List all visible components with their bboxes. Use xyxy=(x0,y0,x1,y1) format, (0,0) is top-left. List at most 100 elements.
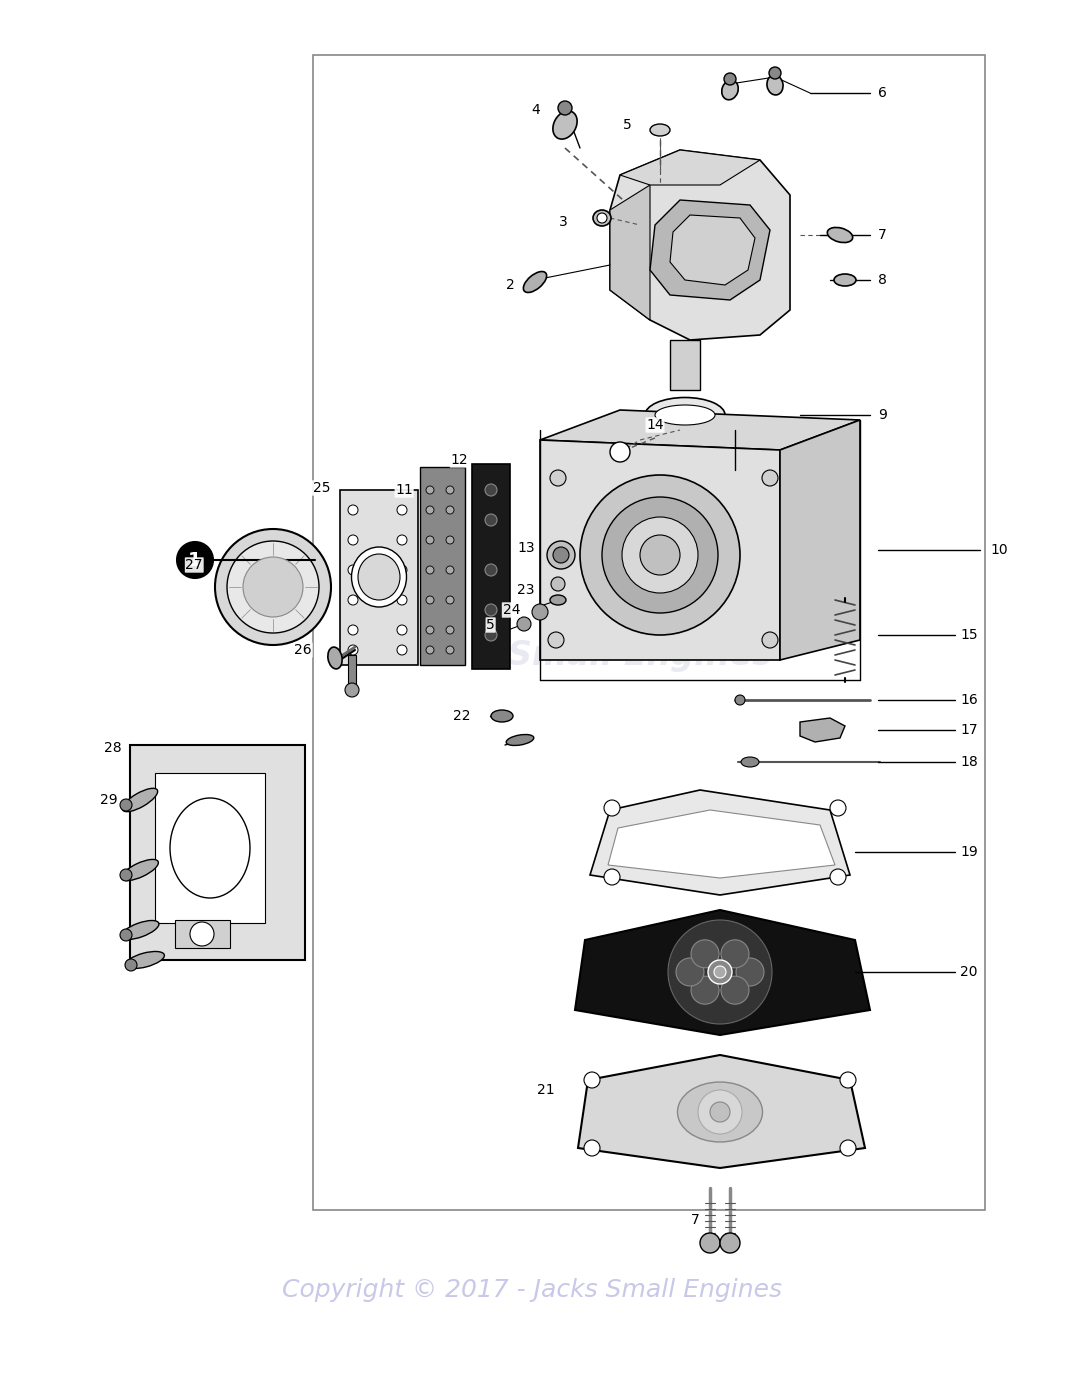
Ellipse shape xyxy=(645,398,725,433)
Circle shape xyxy=(426,536,435,545)
Text: 24: 24 xyxy=(503,603,520,617)
Text: 2: 2 xyxy=(506,279,515,293)
Text: Copyright © 2017 - Jacks Small Engines: Copyright © 2017 - Jacks Small Engines xyxy=(282,1278,782,1302)
Circle shape xyxy=(485,564,497,575)
Ellipse shape xyxy=(593,210,611,225)
Circle shape xyxy=(691,976,719,1004)
Circle shape xyxy=(840,1072,856,1088)
Circle shape xyxy=(720,1233,740,1253)
Ellipse shape xyxy=(655,405,715,426)
Text: W: W xyxy=(547,563,633,637)
Ellipse shape xyxy=(805,722,835,738)
Circle shape xyxy=(446,596,454,603)
Polygon shape xyxy=(650,200,770,300)
Circle shape xyxy=(721,939,749,967)
Circle shape xyxy=(668,920,772,1023)
Text: 4: 4 xyxy=(531,104,540,118)
Bar xyxy=(175,920,230,948)
Bar xyxy=(472,463,510,669)
Text: 17: 17 xyxy=(960,722,978,736)
Text: 26: 26 xyxy=(294,643,312,657)
Circle shape xyxy=(190,923,214,946)
Text: 29: 29 xyxy=(100,792,118,806)
Text: 9: 9 xyxy=(878,407,887,421)
Ellipse shape xyxy=(550,595,566,605)
Circle shape xyxy=(348,624,358,636)
Circle shape xyxy=(769,67,781,78)
Circle shape xyxy=(426,505,435,514)
Circle shape xyxy=(710,1102,730,1121)
Ellipse shape xyxy=(741,757,759,767)
Ellipse shape xyxy=(170,798,250,897)
Polygon shape xyxy=(670,216,755,286)
Circle shape xyxy=(125,959,137,972)
Circle shape xyxy=(840,1140,856,1156)
Circle shape xyxy=(345,683,359,697)
Bar xyxy=(340,490,417,665)
Bar xyxy=(130,745,305,960)
Circle shape xyxy=(485,484,497,496)
Circle shape xyxy=(426,626,435,634)
Circle shape xyxy=(584,1072,600,1088)
Text: 28: 28 xyxy=(104,741,122,755)
Circle shape xyxy=(348,566,358,575)
Bar xyxy=(348,655,356,685)
Circle shape xyxy=(698,1091,742,1134)
Ellipse shape xyxy=(126,952,164,969)
Ellipse shape xyxy=(491,710,513,722)
Circle shape xyxy=(397,595,407,605)
Circle shape xyxy=(548,631,564,648)
Circle shape xyxy=(721,976,749,1004)
Circle shape xyxy=(532,603,548,620)
Circle shape xyxy=(580,475,740,636)
Circle shape xyxy=(227,540,320,633)
Circle shape xyxy=(426,486,435,494)
Circle shape xyxy=(446,486,454,494)
Circle shape xyxy=(517,617,531,631)
Circle shape xyxy=(700,1233,720,1253)
Circle shape xyxy=(602,497,718,613)
Circle shape xyxy=(708,960,732,984)
Circle shape xyxy=(714,966,726,979)
Circle shape xyxy=(553,547,569,563)
Polygon shape xyxy=(610,150,790,340)
Circle shape xyxy=(120,799,132,811)
Circle shape xyxy=(485,514,497,526)
Circle shape xyxy=(426,596,435,603)
Circle shape xyxy=(761,631,779,648)
Text: 12: 12 xyxy=(450,454,468,468)
Bar xyxy=(420,468,465,665)
Text: 13: 13 xyxy=(518,540,535,554)
Ellipse shape xyxy=(767,76,783,95)
Bar xyxy=(155,773,265,923)
Circle shape xyxy=(584,1140,600,1156)
Ellipse shape xyxy=(523,272,546,293)
Circle shape xyxy=(348,535,358,545)
Polygon shape xyxy=(590,790,850,895)
Circle shape xyxy=(446,505,454,514)
Ellipse shape xyxy=(121,860,159,881)
Text: 5: 5 xyxy=(487,617,495,631)
Circle shape xyxy=(551,577,566,591)
Text: 22: 22 xyxy=(453,708,470,722)
Circle shape xyxy=(348,505,358,515)
Circle shape xyxy=(348,595,358,605)
Circle shape xyxy=(215,529,331,645)
Circle shape xyxy=(397,535,407,545)
Ellipse shape xyxy=(834,274,856,286)
Circle shape xyxy=(120,930,132,941)
Text: 3: 3 xyxy=(559,216,568,230)
Ellipse shape xyxy=(122,788,158,812)
Circle shape xyxy=(120,869,132,881)
Text: 11: 11 xyxy=(395,483,413,497)
Ellipse shape xyxy=(358,554,400,601)
Text: 6: 6 xyxy=(878,85,887,99)
Circle shape xyxy=(485,629,497,641)
Text: Small Engines: Small Engines xyxy=(508,638,772,672)
Text: 21: 21 xyxy=(538,1084,555,1098)
Polygon shape xyxy=(610,185,650,321)
Circle shape xyxy=(397,624,407,636)
Circle shape xyxy=(736,958,764,986)
Ellipse shape xyxy=(553,111,577,139)
Circle shape xyxy=(604,799,620,816)
